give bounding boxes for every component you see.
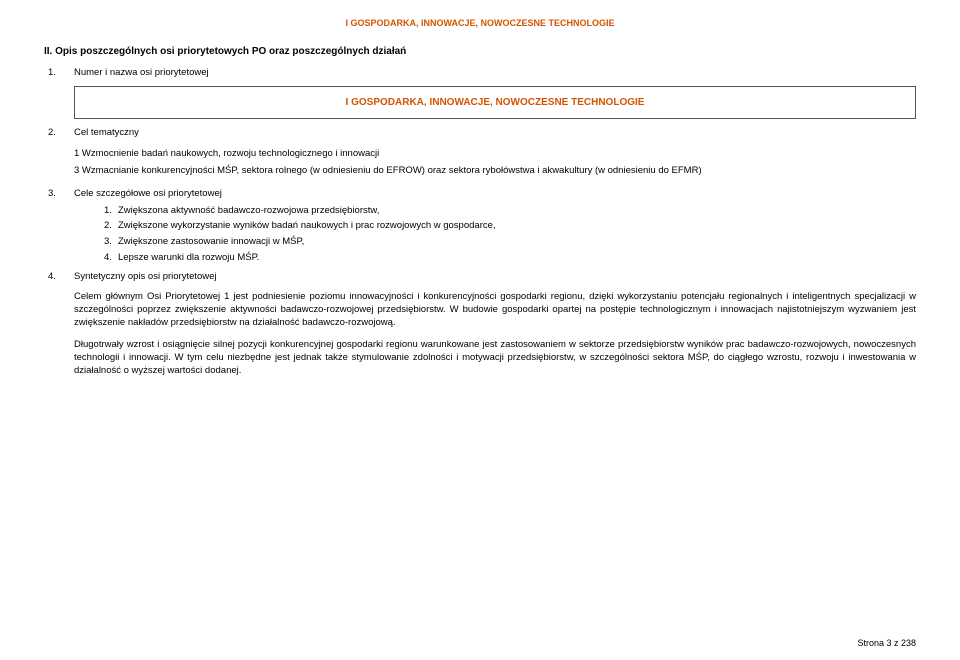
specific-goals-list: 1.Zwiększona aktywność badawczo-rozwojow… [104,205,916,265]
thematic-goals: 1 Wzmocnienie badań naukowych, rozwoju t… [74,148,916,178]
row-1-num: 1. [44,67,74,78]
axis-banner: I GOSPODARKA, INNOWACJE, NOWOCZESNE TECH… [74,86,916,119]
row-2-label: Cel tematyczny [74,127,916,138]
row-3: 3. Cele szczegółowe osi priorytetowej [44,188,916,199]
row-2: 2. Cel tematyczny [44,127,916,138]
goal-item: 2.Zwiększone wykorzystanie wyników badań… [104,220,916,233]
goal-text: Lepsze warunki dla rozwoju MŚP. [118,252,259,263]
goal-item: 4.Lepsze warunki dla rozwoju MŚP. [104,252,916,265]
goal-num: 2. [104,220,118,233]
row-1-label: Numer i nazwa osi priorytetowej [74,67,916,78]
goal-text: Zwiększone zastosowanie innowacji w MŚP, [118,236,304,247]
thematic-goal-1: 1 Wzmocnienie badań naukowych, rozwoju t… [74,148,916,161]
row-2-num: 2. [44,127,74,138]
row-4: 4. Syntetyczny opis osi priorytetowej [44,271,916,282]
summary-para-2: Długotrwały wzrost i osiągnięcie silnej … [74,338,916,378]
row-3-num: 3. [44,188,74,199]
row-4-num: 4. [44,271,74,282]
row-1: 1. Numer i nazwa osi priorytetowej [44,67,916,78]
row-3-label: Cele szczegółowe osi priorytetowej [74,188,916,199]
thematic-goal-3: 3 Wzmacnianie konkurencyjności MŚP, sekt… [74,165,916,178]
goal-item: 3.Zwiększone zastosowanie innowacji w MŚ… [104,236,916,249]
page-header: I GOSPODARKA, INNOWACJE, NOWOCZESNE TECH… [44,18,916,28]
goal-text: Zwiększone wykorzystanie wyników badań n… [118,220,496,231]
goal-num: 4. [104,252,118,265]
goal-num: 1. [104,205,118,218]
goal-text: Zwiększona aktywność badawczo-rozwojowa … [118,205,379,216]
section-title: II. Opis poszczególnych osi priorytetowy… [44,46,916,57]
goal-item: 1.Zwiększona aktywność badawczo-rozwojow… [104,205,916,218]
row-4-label: Syntetyczny opis osi priorytetowej [74,271,916,282]
page-number: Strona 3 z 238 [857,638,916,648]
goal-num: 3. [104,236,118,249]
summary-para-1: Celem głównym Osi Priorytetowej 1 jest p… [74,290,916,330]
